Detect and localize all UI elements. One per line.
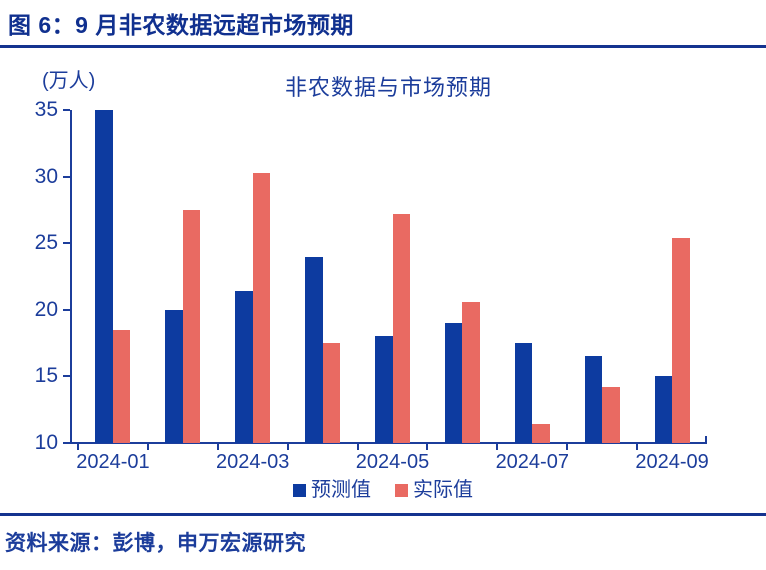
- x-axis-tick: [636, 443, 639, 450]
- x-axis-tick: [216, 443, 219, 450]
- x-axis-tick-label: 2024-07: [495, 451, 569, 473]
- y-axis-tick: [63, 308, 70, 311]
- y-axis-tick: [63, 242, 70, 245]
- bar-actual: [672, 237, 690, 443]
- plot-area: 10 15 20 25 30 35 2024-01 2024-03 2024-05 2024-07…: [35, 99, 709, 472]
- bar-actual: [322, 343, 341, 443]
- bar-forecast: [375, 336, 393, 443]
- x-axis-end-tick: [705, 436, 707, 443]
- x-axis-tick-label: 2024-09: [635, 451, 709, 473]
- x-axis-tick: [356, 443, 359, 450]
- y-axis-tick-label: 30: [34, 164, 58, 188]
- y-axis-tick-label: 35: [34, 98, 58, 121]
- y-axis-unit-label: (万人): [42, 70, 96, 92]
- figure-title: 图 6：9 月非农数据远超市场预期: [8, 12, 354, 38]
- x-axis-tick: [77, 443, 79, 450]
- legend-label: 实际值: [413, 479, 473, 501]
- y-axis-tick: [63, 175, 70, 178]
- y-axis-tick-label: 20: [34, 297, 58, 321]
- x-axis-tick-label: 2024-03: [216, 451, 290, 473]
- y-axis-tick: [63, 109, 70, 111]
- x-axis-tick: [286, 443, 289, 450]
- bar-actual: [112, 329, 131, 443]
- y-axis-tick-label: 15: [34, 364, 58, 388]
- y-axis-tick: [63, 442, 70, 444]
- bar-forecast: [305, 256, 323, 443]
- x-axis-tick: [566, 443, 569, 450]
- y-axis-tick-label: 10: [34, 431, 58, 454]
- legend-item: 预测值: [293, 480, 371, 500]
- legend-item: 实际值: [395, 480, 473, 500]
- legend-label: 预测值: [311, 479, 371, 501]
- source-note: 资料来源：彭博，申万宏源研究: [5, 532, 306, 555]
- y-axis-tick-label: 25: [34, 231, 58, 255]
- figure-bottom-divider: [0, 513, 766, 516]
- x-axis-tick: [496, 443, 499, 450]
- bar-forecast: [654, 376, 673, 443]
- legend-swatch: [395, 483, 408, 497]
- bar-forecast: [584, 356, 603, 443]
- x-axis-tick: [146, 443, 149, 450]
- bar-actual: [602, 387, 620, 443]
- bar-actual: [392, 213, 410, 443]
- title-divider: [0, 45, 766, 48]
- x-axis-tick: [426, 443, 429, 450]
- bar-actual: [462, 301, 480, 443]
- x-axis-tick-label: 2024-05: [355, 451, 430, 473]
- bar-forecast: [514, 343, 533, 443]
- y-axis-line: [70, 110, 72, 443]
- bar-forecast: [165, 309, 183, 443]
- x-axis-line: [70, 442, 707, 444]
- bar-forecast: [235, 291, 253, 443]
- chart-legend: 预测值 实际值: [0, 480, 766, 500]
- y-axis-tick: [63, 375, 70, 378]
- bar-forecast: [95, 110, 113, 443]
- bar-actual: [252, 172, 271, 443]
- bar-actual: [182, 209, 201, 443]
- bar-forecast: [444, 323, 463, 443]
- bar-actual: [532, 424, 550, 443]
- x-axis-tick-label: 2024-01: [76, 451, 150, 473]
- chart-title: 非农数据与市场预期: [284, 75, 492, 100]
- legend-swatch: [293, 483, 306, 497]
